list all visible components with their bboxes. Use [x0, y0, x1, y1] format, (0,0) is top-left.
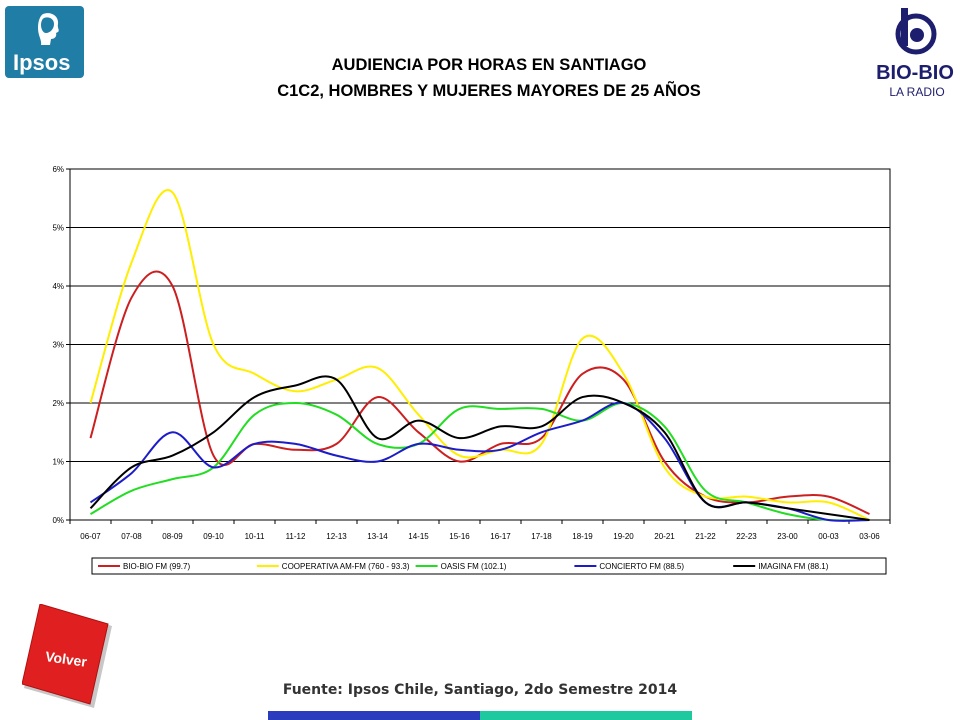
y-tick-label: 3% [52, 341, 64, 350]
x-tick-label: 08-09 [162, 532, 183, 541]
x-tick-label: 06-07 [80, 532, 101, 541]
x-tick-label: 23-00 [777, 532, 798, 541]
ipsos-head-icon [38, 13, 59, 46]
chart-series [89, 189, 870, 522]
biobio-dot-icon [910, 28, 924, 42]
chart-axes: 0% 1% 2% 3% 4% 5% 6% 06-07 07-08 08-09 09-10 10-11 1… [52, 165, 891, 541]
x-tick-label: 07-08 [121, 532, 142, 541]
x-tick-label: 03-06 [859, 532, 880, 541]
x-tick-label: 19-20 [613, 532, 634, 541]
x-tick-label: 09-10 [203, 532, 224, 541]
legend-label: OASIS FM (102.1) [441, 562, 507, 571]
x-tick-label: 18-19 [572, 532, 593, 541]
x-tick-label: 10-11 [245, 532, 265, 541]
ipsos-logo: Ipsos [5, 6, 84, 78]
legend-label: IMAGINA FM (88.1) [758, 562, 829, 571]
chart-legend: BIO-BIO FM (99.7) COOPERATIVA AM-FM (760 … [91, 557, 887, 575]
y-tick-label: 4% [52, 282, 64, 291]
series-line-3 [90, 401, 870, 522]
ipsos-logo-text: Ipsos [13, 50, 71, 75]
legend-label: BIO-BIO FM (99.7) [123, 562, 190, 571]
x-tick-label: 20-21 [654, 532, 675, 541]
x-tick-label: 16-17 [490, 532, 511, 541]
biobio-logo-text: BIO-BIO [876, 62, 954, 84]
footer-bar-teal [480, 711, 692, 720]
x-tick-label: 00-03 [818, 532, 839, 541]
x-tick-label: 17-18 [531, 532, 552, 541]
biobio-logo: BIO-BIO LA RADIO [876, 8, 954, 99]
volver-button[interactable]: Volver [22, 604, 112, 708]
y-tick-label: 0% [52, 516, 64, 525]
x-tick-label: 15-16 [449, 532, 470, 541]
legend-box [91, 557, 887, 575]
biobio-ring-icon [895, 13, 937, 55]
y-tick-label: 1% [52, 458, 64, 467]
x-tick-label: 21-22 [695, 532, 716, 541]
series-line-1 [89, 270, 870, 516]
x-tick-label: 14-15 [408, 532, 429, 541]
volver-label[interactable]: Volver [44, 648, 88, 670]
series-line-2 [89, 189, 870, 521]
y-tick-label: 6% [52, 165, 64, 174]
footer-bar-blue [268, 711, 480, 720]
chart-grid [69, 168, 891, 521]
x-tick-label: 11-12 [286, 532, 306, 541]
biobio-logo-subtext: LA RADIO [889, 85, 944, 99]
x-tick-label: 13-14 [367, 532, 388, 541]
legend-label: CONCIERTO FM (88.5) [599, 562, 684, 571]
chart-title-line2: C1C2, HOMBRES Y MUJERES MAYORES DE 25 AÑ… [277, 82, 701, 100]
chart-title-line1: AUDIENCIA POR HORAS EN SANTIAGO [331, 56, 647, 74]
biobio-stem-icon [901, 8, 908, 46]
source-note: Fuente: Ipsos Chile, Santiago, 2do Semes… [282, 682, 678, 698]
series-line-5 [89, 375, 870, 521]
y-tick-label: 5% [52, 224, 64, 233]
x-tick-label: 12-13 [326, 532, 347, 541]
legend-label: COOPERATIVA AM-FM (760 - 93.3) [282, 562, 410, 571]
x-tick-label: 22-23 [736, 532, 757, 541]
y-tick-label: 2% [52, 399, 64, 408]
